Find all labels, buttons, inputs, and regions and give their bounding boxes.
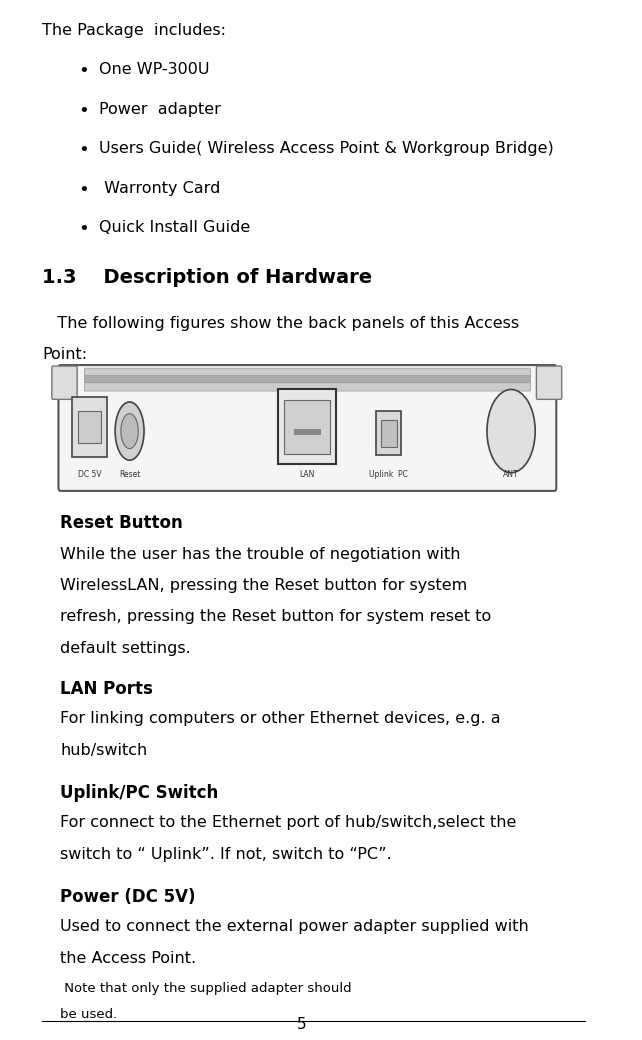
Text: •: • bbox=[78, 102, 89, 120]
Text: switch to “ Uplink”. If not, switch to “PC”.: switch to “ Uplink”. If not, switch to “… bbox=[60, 847, 392, 861]
Text: Quick Install Guide: Quick Install Guide bbox=[100, 220, 250, 235]
Ellipse shape bbox=[487, 390, 535, 473]
Ellipse shape bbox=[115, 402, 144, 461]
Text: For linking computers or other Ethernet devices, e.g. a: For linking computers or other Ethernet … bbox=[60, 711, 501, 726]
Text: •: • bbox=[78, 220, 89, 238]
Text: •: • bbox=[78, 181, 89, 199]
Text: hub/switch: hub/switch bbox=[60, 743, 148, 757]
Text: Uplink/PC Switch: Uplink/PC Switch bbox=[60, 784, 218, 802]
Text: ANT: ANT bbox=[503, 470, 519, 479]
Text: Note that only the supplied adapter should: Note that only the supplied adapter shou… bbox=[60, 982, 352, 995]
Text: The Package  includes:: The Package includes: bbox=[42, 23, 226, 37]
Bar bbox=[293, 430, 320, 436]
Text: Power  adapter: Power adapter bbox=[100, 102, 221, 116]
Text: Reset: Reset bbox=[119, 470, 140, 479]
Text: •: • bbox=[78, 141, 89, 159]
Text: One WP-300U: One WP-300U bbox=[100, 62, 210, 77]
Ellipse shape bbox=[121, 414, 138, 448]
Text: WirelessLAN, pressing the Reset button for system: WirelessLAN, pressing the Reset button f… bbox=[60, 578, 467, 593]
Text: DC 5V: DC 5V bbox=[78, 470, 101, 479]
Text: The following figures show the back panels of this Access: The following figures show the back pane… bbox=[42, 316, 519, 331]
Text: LAN: LAN bbox=[300, 470, 315, 479]
Text: 5: 5 bbox=[297, 1017, 306, 1032]
Text: Reset Button: Reset Button bbox=[60, 514, 183, 531]
Text: Point:: Point: bbox=[42, 347, 87, 362]
FancyBboxPatch shape bbox=[84, 368, 530, 376]
FancyBboxPatch shape bbox=[537, 366, 562, 399]
Text: default settings.: default settings. bbox=[60, 641, 191, 655]
Bar bbox=[78, 412, 101, 443]
Text: For connect to the Ethernet port of hub/switch,select the: For connect to the Ethernet port of hub/… bbox=[60, 815, 517, 830]
Text: 1.3    Description of Hardware: 1.3 Description of Hardware bbox=[42, 268, 372, 287]
Text: •: • bbox=[78, 62, 89, 80]
Bar bbox=[284, 400, 330, 454]
FancyBboxPatch shape bbox=[52, 366, 77, 399]
Text: be used.: be used. bbox=[60, 1008, 117, 1021]
FancyBboxPatch shape bbox=[84, 375, 530, 384]
Text: Users Guide( Wireless Access Point & Workgroup Bridge): Users Guide( Wireless Access Point & Wor… bbox=[100, 141, 554, 156]
Text: Power (DC 5V): Power (DC 5V) bbox=[60, 888, 196, 906]
FancyBboxPatch shape bbox=[84, 383, 530, 391]
Text: Uplink  PC: Uplink PC bbox=[369, 470, 408, 479]
Text: refresh, pressing the Reset button for system reset to: refresh, pressing the Reset button for s… bbox=[60, 609, 492, 624]
Text: Used to connect the external power adapter supplied with: Used to connect the external power adapt… bbox=[60, 919, 529, 934]
Bar bbox=[73, 397, 107, 458]
Text: While the user has the trouble of negotiation with: While the user has the trouble of negoti… bbox=[60, 547, 461, 562]
FancyBboxPatch shape bbox=[58, 365, 557, 491]
Bar bbox=[279, 390, 336, 465]
Bar bbox=[381, 420, 397, 447]
Text: LAN Ports: LAN Ports bbox=[60, 680, 153, 698]
Text: Warronty Card: Warronty Card bbox=[100, 181, 221, 196]
Bar bbox=[376, 412, 401, 456]
Text: the Access Point.: the Access Point. bbox=[60, 951, 196, 965]
